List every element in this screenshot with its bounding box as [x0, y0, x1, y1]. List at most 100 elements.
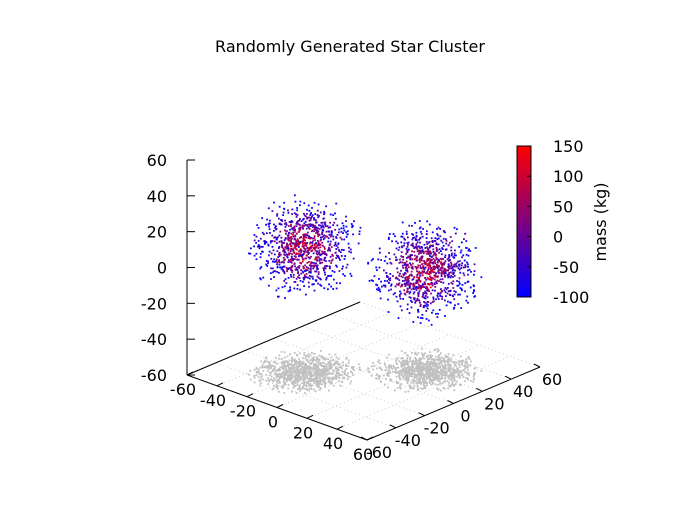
shadow-point	[293, 363, 296, 366]
star-point	[327, 288, 329, 291]
star-point	[321, 221, 324, 224]
star-point	[320, 236, 322, 239]
star-point	[395, 240, 398, 243]
star-point	[462, 266, 465, 269]
shadow-point	[275, 376, 278, 379]
star-point	[421, 266, 424, 269]
shadow-point	[452, 376, 454, 379]
shadow-point	[293, 359, 296, 362]
star-point	[311, 242, 314, 244]
shadow-point	[442, 359, 445, 361]
star-point	[299, 261, 302, 264]
star-point	[317, 243, 320, 246]
star-point	[408, 312, 411, 314]
shadow-point	[413, 385, 416, 388]
shadow-point	[429, 371, 432, 374]
star-point	[324, 265, 326, 268]
shadow-point	[312, 370, 315, 373]
shadow-point	[405, 360, 408, 363]
star-point	[290, 232, 293, 235]
star-point	[409, 258, 412, 261]
star-point	[437, 260, 440, 263]
star-point	[331, 231, 333, 233]
shadow-point	[292, 375, 295, 378]
shadow-point	[432, 365, 435, 367]
shadow-point	[395, 359, 397, 362]
star-point	[383, 260, 386, 262]
star-point	[309, 267, 312, 270]
shadow-point	[304, 355, 307, 358]
star-point	[297, 244, 299, 247]
star-point	[269, 241, 272, 244]
shadow-point	[458, 374, 461, 377]
star-point	[259, 252, 262, 255]
star-point	[342, 249, 345, 251]
star-point	[300, 255, 303, 258]
star-point	[302, 239, 305, 242]
shadow-point	[310, 385, 312, 388]
star-point	[417, 295, 420, 298]
star-point	[253, 245, 256, 248]
star-point	[426, 289, 429, 292]
shadow-point	[303, 392, 306, 394]
star-point	[256, 224, 259, 227]
shadow-point	[420, 383, 423, 386]
shadow-point	[421, 379, 424, 381]
shadow-point	[420, 352, 423, 355]
star-point	[436, 279, 439, 282]
shadow-point	[452, 367, 455, 369]
star-point	[447, 244, 450, 247]
star-point	[437, 270, 440, 273]
star-point	[300, 220, 303, 222]
shadow-point	[327, 361, 330, 363]
star-point	[286, 256, 289, 259]
shadow-point	[405, 374, 408, 377]
star-point	[291, 248, 294, 251]
star-point	[293, 225, 296, 228]
star-point	[330, 259, 333, 262]
shadow-point	[435, 376, 438, 379]
star-point	[306, 269, 309, 271]
shadow-point	[263, 366, 266, 369]
star-point	[306, 246, 309, 249]
shadow-point	[465, 358, 468, 361]
shadow-point	[450, 358, 453, 361]
star-point	[378, 288, 381, 291]
shadow-point	[453, 371, 455, 374]
star-point	[431, 311, 433, 314]
star-point	[307, 281, 310, 284]
shadow-point	[448, 359, 451, 362]
star-point	[297, 276, 299, 279]
shadow-point	[327, 377, 329, 379]
shadow-point	[429, 363, 432, 366]
shadow-point	[307, 382, 309, 385]
shadow-point	[300, 371, 302, 374]
star-point	[389, 277, 392, 280]
star-point	[321, 250, 323, 253]
star-point	[439, 250, 442, 252]
shadow-point	[315, 384, 318, 387]
shadow-point	[297, 388, 299, 390]
star-point	[432, 296, 435, 299]
shadow-point	[332, 384, 335, 387]
star-point	[431, 284, 434, 287]
star-point	[305, 268, 308, 271]
star-point	[466, 269, 469, 272]
star-point	[259, 277, 262, 280]
star-point	[322, 269, 325, 272]
star-point	[293, 227, 296, 230]
star-point	[415, 245, 418, 247]
shadow-point	[290, 363, 292, 366]
shadow-point	[425, 376, 428, 379]
star-point	[417, 264, 420, 267]
star-point	[401, 221, 404, 224]
star-point	[372, 280, 374, 282]
shadow-point	[327, 358, 330, 361]
shadow-point	[316, 381, 319, 384]
shadow-point	[296, 368, 299, 371]
shadow-point	[358, 366, 361, 369]
star-point	[421, 274, 424, 277]
star-point	[388, 252, 390, 254]
shadow-point	[298, 363, 300, 366]
shadow-point	[462, 376, 465, 379]
